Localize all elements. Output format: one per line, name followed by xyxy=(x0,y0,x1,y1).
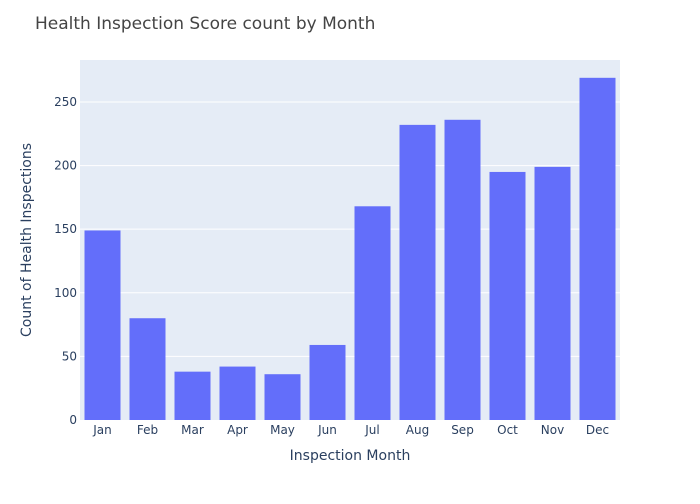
bars xyxy=(84,77,616,420)
bar-oct[interactable] xyxy=(489,171,526,420)
x-tick-label: Mar xyxy=(181,423,204,437)
x-tick-label: Sep xyxy=(451,423,474,437)
bar-jul[interactable] xyxy=(354,206,391,420)
bar-may[interactable] xyxy=(264,374,301,420)
plot-background xyxy=(80,60,620,420)
x-tick-label: Jun xyxy=(317,423,337,437)
y-tick-label: 0 xyxy=(69,413,77,427)
bar-aug[interactable] xyxy=(399,124,436,420)
x-tick-label: Jan xyxy=(92,423,112,437)
chart-title: Health Inspection Score count by Month xyxy=(35,14,375,34)
bar-feb[interactable] xyxy=(129,318,166,420)
y-axis-ticks: 0 50 100 150 200 250 xyxy=(54,95,77,427)
bar-jan[interactable] xyxy=(84,230,121,420)
bar-sep[interactable] xyxy=(444,119,481,420)
bar-apr[interactable] xyxy=(219,366,256,420)
gridlines xyxy=(80,101,620,357)
y-tick-label: 100 xyxy=(54,286,77,300)
x-tick-label: Oct xyxy=(497,423,518,437)
x-tick-label: Jul xyxy=(364,423,379,437)
x-axis-label: Inspection Month xyxy=(290,448,411,464)
bar-nov[interactable] xyxy=(534,166,571,420)
y-tick-label: 50 xyxy=(62,349,77,363)
x-tick-label: Feb xyxy=(137,423,158,437)
bar-jun[interactable] xyxy=(309,344,346,420)
x-axis-ticks: Jan Feb Mar Apr May Jun Jul Aug Sep Oct Nov Dec xyxy=(92,423,609,437)
y-axis-label: Count of Health Inspections xyxy=(19,143,35,337)
y-tick-label: 150 xyxy=(54,222,77,236)
bar-mar[interactable] xyxy=(174,371,211,420)
y-tick-label: 200 xyxy=(54,159,77,173)
y-tick-label: 250 xyxy=(54,95,77,109)
x-tick-label: Aug xyxy=(406,423,429,437)
x-tick-label: Apr xyxy=(227,423,248,437)
x-tick-label: Dec xyxy=(586,423,609,437)
bar-dec[interactable] xyxy=(579,77,616,420)
x-tick-label: Nov xyxy=(541,423,564,437)
x-tick-label: May xyxy=(270,423,295,437)
